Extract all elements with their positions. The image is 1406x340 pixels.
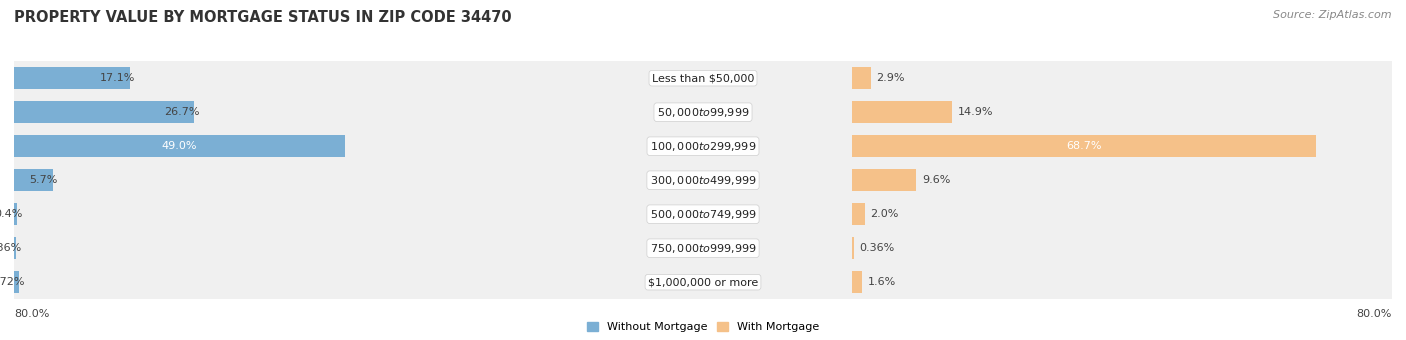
Bar bbox=[852, 237, 853, 259]
Bar bbox=[554, 163, 852, 197]
Bar bbox=[554, 129, 852, 163]
Bar bbox=[14, 231, 554, 265]
Legend: Without Mortgage, With Mortgage: Without Mortgage, With Mortgage bbox=[585, 320, 821, 335]
Bar bbox=[852, 67, 872, 89]
Text: 9.6%: 9.6% bbox=[922, 175, 950, 185]
Bar bbox=[14, 129, 554, 163]
Text: $100,000 to $299,999: $100,000 to $299,999 bbox=[650, 140, 756, 153]
Bar bbox=[852, 265, 1392, 299]
Text: 5.7%: 5.7% bbox=[30, 175, 58, 185]
Text: $500,000 to $749,999: $500,000 to $749,999 bbox=[650, 208, 756, 221]
Bar bbox=[14, 61, 554, 95]
Text: 49.0%: 49.0% bbox=[162, 141, 197, 151]
Text: 68.7%: 68.7% bbox=[1066, 141, 1101, 151]
Bar bbox=[554, 197, 852, 231]
Text: 1.6%: 1.6% bbox=[868, 277, 896, 287]
Text: 2.9%: 2.9% bbox=[876, 73, 905, 83]
Bar bbox=[852, 163, 1392, 197]
Bar bbox=[852, 203, 865, 225]
Text: 80.0%: 80.0% bbox=[1357, 309, 1392, 319]
Bar bbox=[852, 61, 1392, 95]
Text: 14.9%: 14.9% bbox=[957, 107, 993, 117]
Text: 80.0%: 80.0% bbox=[14, 309, 49, 319]
Text: 17.1%: 17.1% bbox=[100, 73, 135, 83]
Bar bbox=[852, 169, 917, 191]
Bar bbox=[852, 231, 1392, 265]
Bar bbox=[14, 237, 17, 259]
Text: 2.0%: 2.0% bbox=[870, 209, 898, 219]
Text: 0.36%: 0.36% bbox=[859, 243, 894, 253]
Text: 0.36%: 0.36% bbox=[0, 243, 22, 253]
Bar bbox=[14, 95, 554, 129]
Bar bbox=[14, 135, 344, 157]
Text: $750,000 to $999,999: $750,000 to $999,999 bbox=[650, 242, 756, 255]
Bar bbox=[14, 163, 554, 197]
Bar bbox=[554, 95, 852, 129]
Bar bbox=[14, 101, 194, 123]
Bar bbox=[852, 271, 862, 293]
Text: $300,000 to $499,999: $300,000 to $499,999 bbox=[650, 174, 756, 187]
Bar bbox=[852, 135, 1316, 157]
Bar bbox=[14, 265, 554, 299]
Bar bbox=[554, 265, 852, 299]
Text: 0.4%: 0.4% bbox=[0, 209, 22, 219]
Text: PROPERTY VALUE BY MORTGAGE STATUS IN ZIP CODE 34470: PROPERTY VALUE BY MORTGAGE STATUS IN ZIP… bbox=[14, 10, 512, 25]
Bar bbox=[852, 95, 1392, 129]
Bar bbox=[852, 101, 952, 123]
Bar bbox=[14, 203, 17, 225]
Bar bbox=[14, 67, 129, 89]
Bar bbox=[14, 197, 554, 231]
Bar bbox=[554, 231, 852, 265]
Text: 0.72%: 0.72% bbox=[0, 277, 24, 287]
Bar bbox=[852, 129, 1392, 163]
Bar bbox=[14, 169, 52, 191]
Text: 26.7%: 26.7% bbox=[165, 107, 200, 117]
Bar bbox=[852, 197, 1392, 231]
Bar bbox=[14, 271, 18, 293]
Text: Source: ZipAtlas.com: Source: ZipAtlas.com bbox=[1274, 10, 1392, 20]
Text: $1,000,000 or more: $1,000,000 or more bbox=[648, 277, 758, 287]
Text: $50,000 to $99,999: $50,000 to $99,999 bbox=[657, 106, 749, 119]
Text: Less than $50,000: Less than $50,000 bbox=[652, 73, 754, 83]
Bar bbox=[554, 61, 852, 95]
